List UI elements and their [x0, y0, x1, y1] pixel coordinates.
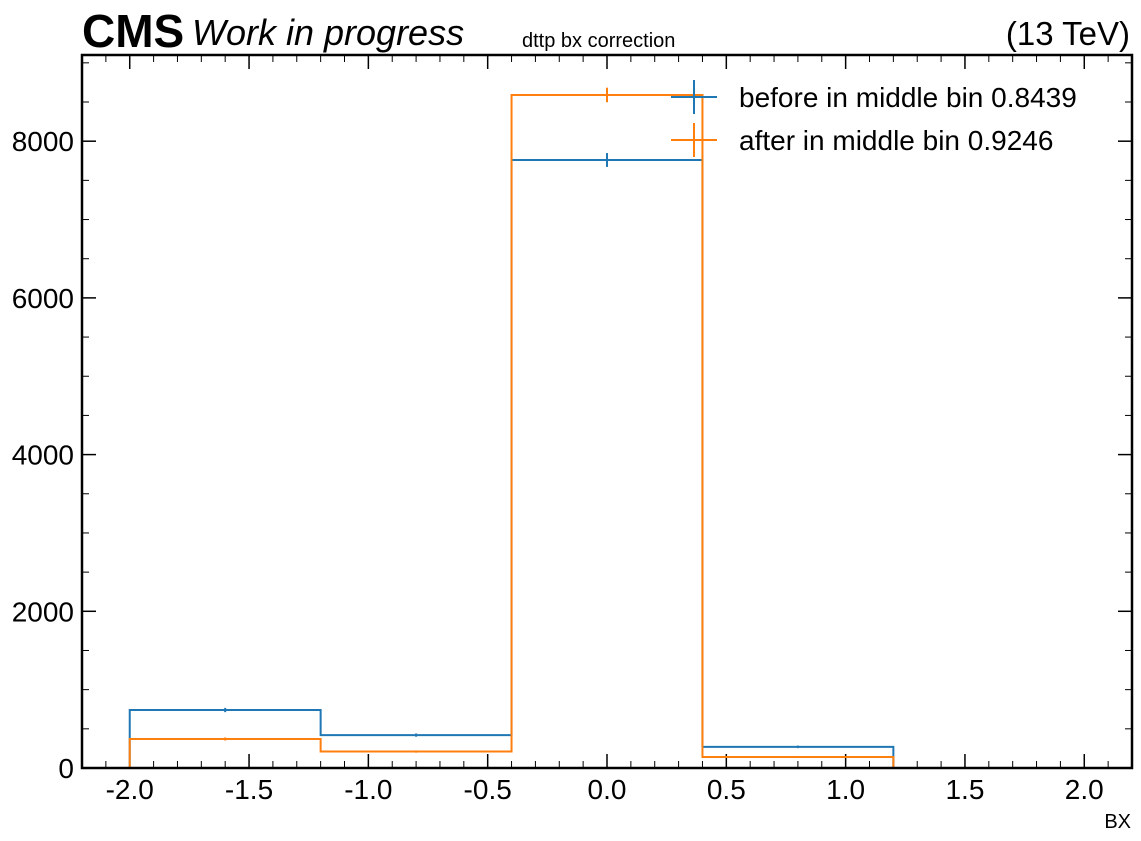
- x-tick-label: 0.0: [588, 774, 627, 805]
- legend-entry: before in middle bin 0.8439: [671, 80, 1077, 114]
- step-line: [128, 93, 1085, 769]
- x-tick-label: -1.0: [344, 774, 392, 805]
- chart-title: dttp bx correction: [522, 30, 675, 52]
- y-tick-label: 2000: [12, 596, 74, 627]
- x-tick-label: 2.0: [1065, 774, 1104, 805]
- energy-label: (13 TeV): [1006, 15, 1130, 52]
- x-tick-label: -0.5: [464, 774, 512, 805]
- series-after: [128, 87, 1085, 769]
- series-before: [128, 153, 1085, 769]
- series-group: [128, 87, 1085, 769]
- x-tick-label: -1.5: [225, 774, 273, 805]
- x-tick-label: -2.0: [106, 774, 154, 805]
- plot-frame: [80, 53, 1134, 770]
- legend-label: before in middle bin 0.8439: [739, 82, 1077, 113]
- experiment-label: CMS: [82, 5, 184, 57]
- y-tick-label: 6000: [12, 283, 74, 314]
- x-tick-label: 1.5: [945, 774, 984, 805]
- legend: before in middle bin 0.8439 after in midd…: [671, 80, 1077, 157]
- legend-entry: after in middle bin 0.9246: [671, 123, 1053, 157]
- legend-label: after in middle bin 0.9246: [739, 125, 1053, 156]
- status-label: Work in progress: [192, 12, 464, 53]
- y-tick-label: 0: [58, 753, 74, 784]
- step-line: [128, 158, 1085, 769]
- y-tick-label: 4000: [12, 440, 74, 471]
- x-axis-label: BX: [1104, 811, 1131, 833]
- x-tick-label: 1.0: [826, 774, 865, 805]
- x-tick-label: 0.5: [707, 774, 746, 805]
- y-tick-label: 8000: [12, 126, 74, 157]
- axis-ticks: -2.0 -1.5 -1.0 -0.5 0.0 0.5 1.0 1.5 2.0 0 2000 4000…: [12, 55, 1133, 805]
